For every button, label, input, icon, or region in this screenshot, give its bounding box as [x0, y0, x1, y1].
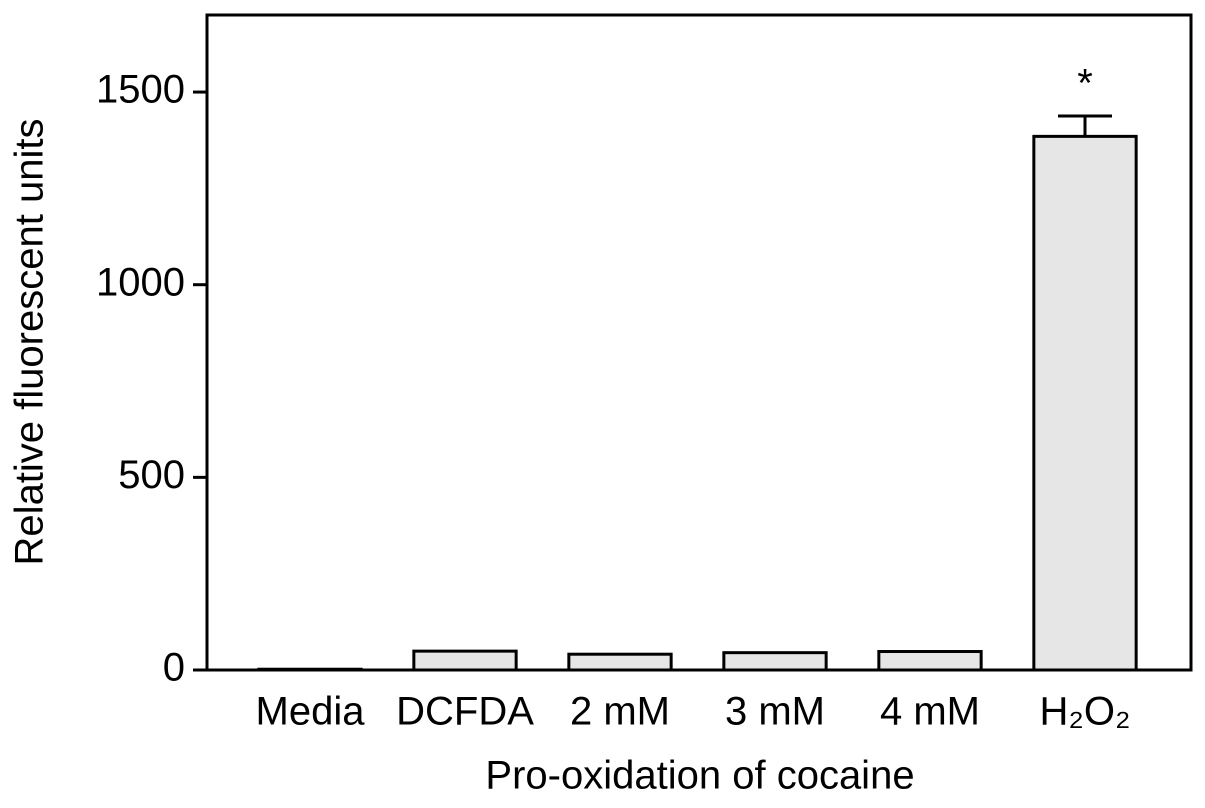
bar: [412, 649, 518, 672]
x-tick-label: 4 mM: [880, 690, 980, 734]
x-tick-label: DCFDA: [396, 690, 534, 734]
annotation: *: [1077, 62, 1093, 106]
bar: [257, 667, 363, 672]
x-tick-label: Media: [256, 690, 366, 734]
y-tick-label: 1500: [96, 68, 185, 112]
y-axis-title: Relative fluorescent units: [8, 119, 52, 566]
bar: [1032, 134, 1138, 672]
bar: [877, 650, 983, 672]
plot-frame: [205, 13, 1193, 672]
x-axis-title: Pro-oxidation of cocaine: [485, 754, 914, 798]
x-tick-label: H₂O₂: [1039, 690, 1130, 734]
x-tick-label: 2 mM: [570, 690, 670, 734]
bar: [567, 652, 673, 672]
y-tick-label: 1000: [96, 260, 185, 304]
y-tick-label: 500: [118, 453, 185, 497]
y-tick-label: 0: [163, 646, 185, 690]
bar: [722, 651, 828, 672]
error-bar: [1058, 114, 1112, 137]
x-tick-label: 3 mM: [725, 690, 825, 734]
